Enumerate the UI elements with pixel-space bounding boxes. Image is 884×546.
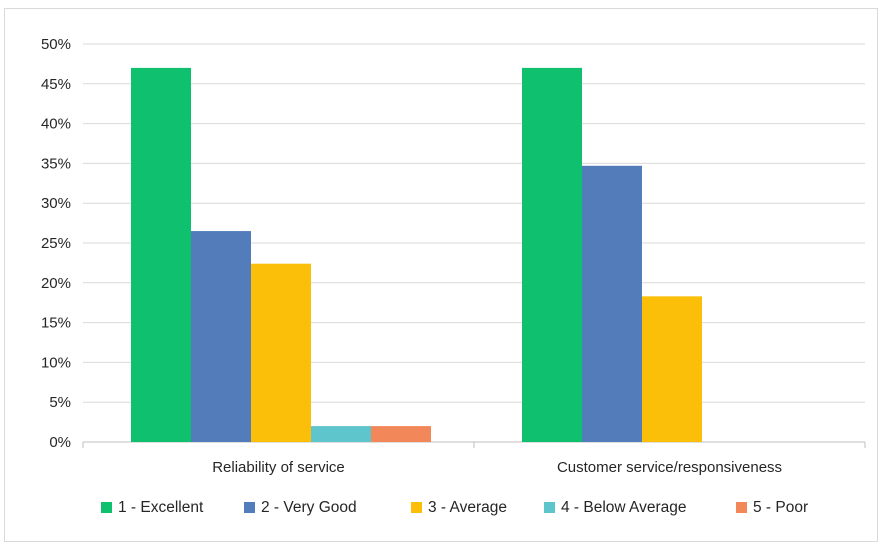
y-tick-label: 45%: [41, 76, 71, 93]
y-tick-label: 50%: [41, 36, 71, 53]
y-tick-label: 0%: [49, 434, 71, 451]
y-tick-label: 30%: [41, 195, 71, 212]
category-label: Customer service/responsiveness: [557, 459, 782, 476]
y-tick-label: 25%: [41, 235, 71, 252]
y-tick-label: 40%: [41, 116, 71, 133]
legend-swatch: [736, 502, 747, 513]
y-tick-label: 15%: [41, 315, 71, 332]
y-tick-label: 35%: [41, 155, 71, 172]
legend-swatch: [101, 502, 112, 513]
y-tick-label: 20%: [41, 275, 71, 292]
legend-label: 3 - Average: [428, 499, 507, 516]
legend-swatch: [544, 502, 555, 513]
bar-chart: 0% 5% 10% 15% 20% 25% 30% 35% 40% 45% 50% Reliabili…: [41, 36, 866, 516]
bar: [311, 426, 371, 442]
bar: [522, 67, 582, 442]
legend-swatch: [244, 502, 255, 513]
chart-frame: 0% 5% 10% 15% 20% 25% 30% 35% 40% 45% 50% Reliabili…: [4, 8, 878, 542]
bar: [642, 296, 702, 442]
legend-label: 2 - Very Good: [261, 499, 357, 516]
bar: [131, 67, 191, 442]
legend-label: 1 - Excellent: [118, 499, 204, 516]
bar: [251, 263, 311, 442]
category-label: Reliability of service: [212, 459, 345, 476]
bar: [582, 165, 642, 442]
bar: [371, 426, 431, 442]
bar: [191, 231, 251, 442]
legend-label: 4 - Below Average: [561, 499, 687, 516]
legend-label: 5 - Poor: [753, 499, 808, 516]
y-tick-label: 5%: [49, 394, 71, 411]
legend-swatch: [411, 502, 422, 513]
y-tick-label: 10%: [41, 354, 71, 371]
